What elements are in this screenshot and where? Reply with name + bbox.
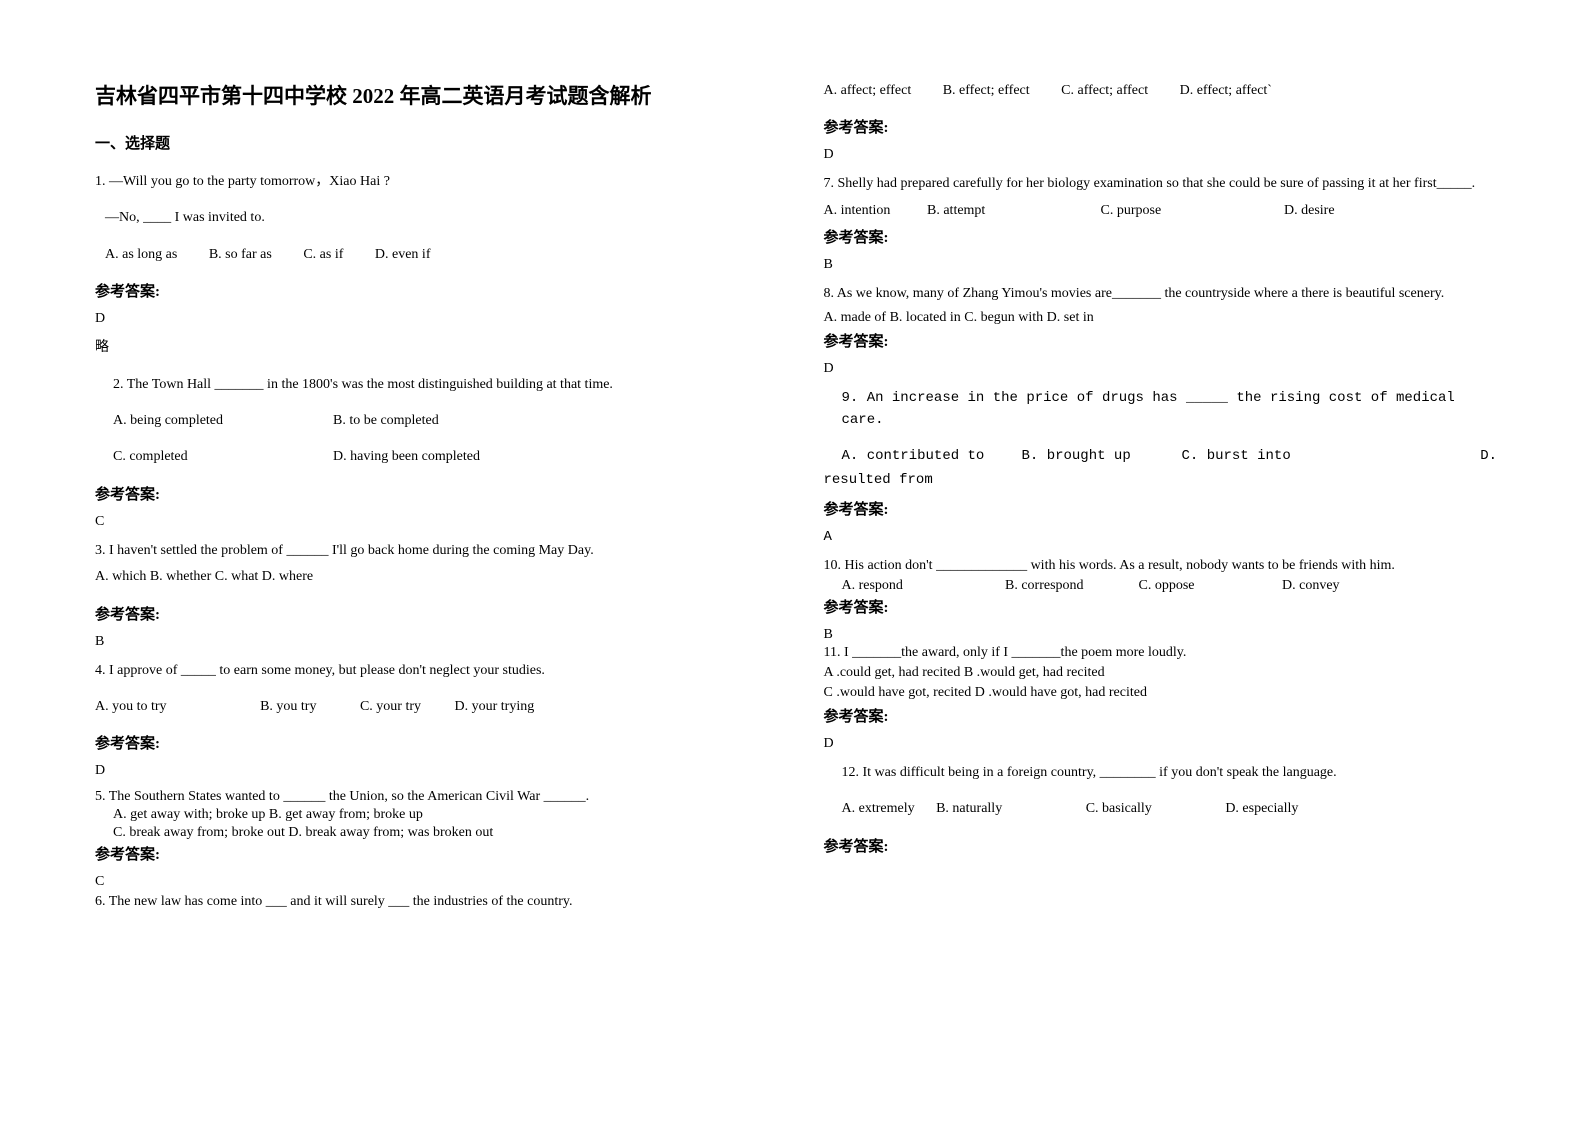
question-10: 10. His action don't _____________ with … xyxy=(824,555,1498,576)
question-1: 1. —Will you go to the party tomorrow，Xi… xyxy=(95,171,769,193)
q3-options: A. which B. whether C. what D. where xyxy=(95,566,769,588)
q9-opt-a: A. contributed to xyxy=(842,445,1022,467)
answer-label-3: 参考答案: xyxy=(95,603,769,624)
answer-10: B xyxy=(824,627,1498,643)
q10-opt-a: A. respond xyxy=(842,578,1002,594)
answer-label-2: 参考答案: xyxy=(95,483,769,504)
q9-options: A. contributed to B. brought up C. burst… xyxy=(824,445,1498,467)
q10-stem: 10. His action don't _____________ with … xyxy=(824,558,1395,573)
q10-opt-c: C. oppose xyxy=(1139,578,1279,594)
q2-opt-b: B. to be completed xyxy=(333,410,553,432)
q6-opt-c: C. affect; affect xyxy=(1061,80,1148,102)
q6-options: A. affect; effect B. effect; effect C. a… xyxy=(824,80,1498,102)
q2-opt-d: D. having been completed xyxy=(333,446,553,468)
q5-opts-l2: C. break away from; broke out D. break a… xyxy=(95,825,769,841)
q9-opt-d-letter: D. xyxy=(1382,445,1498,467)
answer-label-4: 参考答案: xyxy=(95,732,769,753)
q12-options: A. extremely B. naturally C. basically D… xyxy=(824,798,1498,820)
question-11: 11. I _______the award, only if I ______… xyxy=(824,645,1498,661)
answer-1-note: 略 xyxy=(95,337,769,359)
q1-line2-wrap: —No, ____ I was invited to. xyxy=(95,207,769,229)
answer-6: D xyxy=(824,147,1498,163)
q4-opt-d: D. your trying xyxy=(455,696,535,718)
q1-opt-b: B. so far as xyxy=(209,244,272,266)
q12-opt-d: D. especially xyxy=(1225,801,1298,816)
answer-4: D xyxy=(95,763,769,779)
q1-opt-a: A. as long as xyxy=(105,244,177,266)
q10-opt-d: D. convey xyxy=(1282,578,1340,593)
question-5: 5. The Southern States wanted to ______ … xyxy=(95,789,769,805)
answer-label-10: 参考答案: xyxy=(824,596,1498,617)
q2-options-row2: C. completed D. having been completed xyxy=(95,446,769,468)
section-heading: 一、选择题 xyxy=(95,132,769,153)
q2-options-row1: A. being completed B. to be completed xyxy=(95,410,769,432)
q6-opt-d: D. effect; affect` xyxy=(1180,80,1272,102)
q4-opt-a: A. you to try xyxy=(95,696,167,718)
q9-opt-b: B. brought up xyxy=(1022,445,1182,467)
answer-label-8: 参考答案: xyxy=(824,330,1498,351)
q1-line1: 1. —Will you go to the party tomorrow，Xi… xyxy=(95,171,769,193)
q9-opt-d-text: resulted from xyxy=(824,472,1498,488)
question-8: 8. As we know, many of Zhang Yimou's mov… xyxy=(824,283,1498,305)
answer-label-9: 参考答案: xyxy=(824,498,1498,519)
q4-opt-b: B. you try xyxy=(260,696,316,718)
q11-opts-l1: A .could get, had recited B .would get, … xyxy=(824,665,1498,681)
q1-options: A. as long as B. so far as C. as if D. e… xyxy=(105,244,769,266)
q6-opt-b: B. effect; effect xyxy=(943,80,1030,102)
q12-opt-c: C. basically xyxy=(1086,798,1152,820)
q7-opt-d: D. desire xyxy=(1284,203,1335,218)
question-12: 12. It was difficult being in a foreign … xyxy=(824,762,1498,784)
q7-opt-b: B. attempt xyxy=(927,200,1097,222)
answer-label-7: 参考答案: xyxy=(824,226,1498,247)
left-column: 吉林省四平市第十四中学校 2022 年高二英语月考试题含解析 一、选择题 1. … xyxy=(95,80,769,910)
answer-5: C xyxy=(95,874,769,890)
answer-label-1: 参考答案: xyxy=(95,280,769,301)
answer-label-12: 参考答案: xyxy=(824,835,1498,856)
q11-opts-l2: C .would have got, recited D .would have… xyxy=(824,685,1498,701)
q12-opt-a: A. extremely xyxy=(842,798,915,820)
q10-options: A. respond B. correspond C. oppose D. co… xyxy=(824,578,1498,594)
q7-options: A. intention B. attempt C. purpose D. de… xyxy=(824,200,1498,222)
question-3: 3. I haven't settled the problem of ____… xyxy=(95,540,769,562)
q2-opt-a: A. being completed xyxy=(113,410,333,432)
question-2: 2. The Town Hall _______ in the 1800's w… xyxy=(95,374,769,396)
answer-3: B xyxy=(95,634,769,650)
q4-options: A. you to try B. you try C. your try D. … xyxy=(95,696,769,718)
q7-opt-a: A. intention xyxy=(824,200,924,222)
answer-9: A xyxy=(824,529,1498,545)
answer-label-6: 参考答案: xyxy=(824,116,1498,137)
q1-opt-c: C. as if xyxy=(303,244,343,266)
q10-opt-b: B. correspond xyxy=(1005,578,1135,594)
q9-opt-c: C. burst into xyxy=(1182,445,1382,467)
question-7: 7. Shelly had prepared carefully for her… xyxy=(824,173,1498,195)
page-title: 吉林省四平市第十四中学校 2022 年高二英语月考试题含解析 xyxy=(95,80,769,110)
question-4: 4. I approve of _____ to earn some money… xyxy=(95,660,769,682)
answer-label-5: 参考答案: xyxy=(95,843,769,864)
q7-opt-c: C. purpose xyxy=(1101,200,1281,222)
q8-options: A. made of B. located in C. begun with D… xyxy=(824,310,1498,326)
answer-1: D xyxy=(95,311,769,327)
answer-2: C xyxy=(95,514,769,530)
answer-8: D xyxy=(824,361,1498,377)
q4-opt-c: C. your try xyxy=(360,696,421,718)
q2-opt-c: C. completed xyxy=(113,446,333,468)
answer-7: B xyxy=(824,257,1498,273)
answer-11: D xyxy=(824,736,1498,752)
q5-opts-l1: A. get away with; broke up B. get away f… xyxy=(95,807,769,823)
right-column: A. affect; effect B. effect; effect C. a… xyxy=(824,80,1498,910)
q12-opt-b: B. naturally xyxy=(936,798,1002,820)
answer-label-11: 参考答案: xyxy=(824,705,1498,726)
question-6: 6. The new law has come into ___ and it … xyxy=(95,894,769,910)
q6-opt-a: A. affect; effect xyxy=(824,80,912,102)
q1-line2: —No, ____ I was invited to. xyxy=(105,210,265,225)
question-9: 9. An increase in the price of drugs has… xyxy=(824,387,1498,432)
q1-opt-d: D. even if xyxy=(375,244,431,266)
